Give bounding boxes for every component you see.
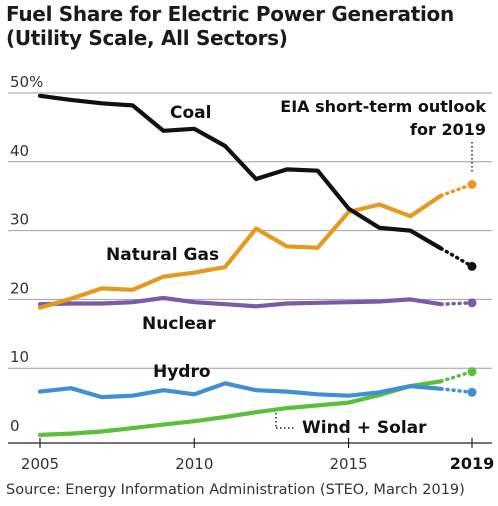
source-note: Source: Energy Information Administratio… [6,482,465,498]
series-label-nuclear: Nuclear [142,314,216,334]
y-tick-label-0: 0 [10,417,20,435]
series-label-natural-gas: Natural Gas [106,245,219,265]
annotation-line-2: for 2019 [410,120,486,139]
x-axis: 2005 2010 2015 2019 [8,438,494,473]
series-line-natural-gas [37,193,444,310]
series-label-coal: Coal [170,103,211,123]
x-tick-label-2005: 2005 [21,455,59,473]
forecast-segment-nuclear [439,301,474,306]
series-label-hydro: Hydro [153,362,211,382]
x-tick-label-2010: 2010 [175,455,213,473]
chart-title-line-2: (Utility Scale, All Sectors) [6,26,288,50]
y-axis-tick-labels: 0 10 20 30 40 50% [10,73,43,435]
forecast-segments [439,180,477,397]
y-tick-label-50: 50% [10,73,43,91]
forecast-point-wind-solar [467,367,477,377]
y-tick-label-30: 30 [10,211,29,229]
forecast-point-natural-gas [467,180,477,190]
forecast-segment-coal [439,246,474,269]
series-line-wind-solar [37,379,444,437]
forecast-annotation: EIA short-term outlook for 2019 [280,97,486,174]
y-tick-label-40: 40 [10,142,29,160]
annotation-line-1: EIA short-term outlook [280,97,486,116]
forecast-segment-wind-solar [439,369,474,384]
series-labels: Coal Natural Gas Nuclear Hydro Wind + Solar [106,103,427,438]
series-label-wind-solar: Wind + Solar [302,418,427,438]
forecast-segment-natural-gas [439,182,474,198]
forecast-segment-hydro [439,387,474,395]
x-tick-label-2019: 2019 [450,454,495,473]
forecast-point-nuclear [467,298,477,308]
series-line-coal [37,93,444,251]
x-tick-label-2015: 2015 [329,455,367,473]
series-line-hydro [37,381,444,400]
y-tick-label-10: 10 [10,348,29,366]
chart-title: Fuel Share for Electric Power Generation… [6,2,496,50]
y-tick-label-20: 20 [10,279,29,297]
series-lines [37,93,444,437]
chart-title-line-1: Fuel Share for Electric Power Generation [6,2,454,26]
forecast-point-hydro [467,387,477,397]
series-line-nuclear [37,295,444,309]
forecast-point-coal [467,261,477,271]
